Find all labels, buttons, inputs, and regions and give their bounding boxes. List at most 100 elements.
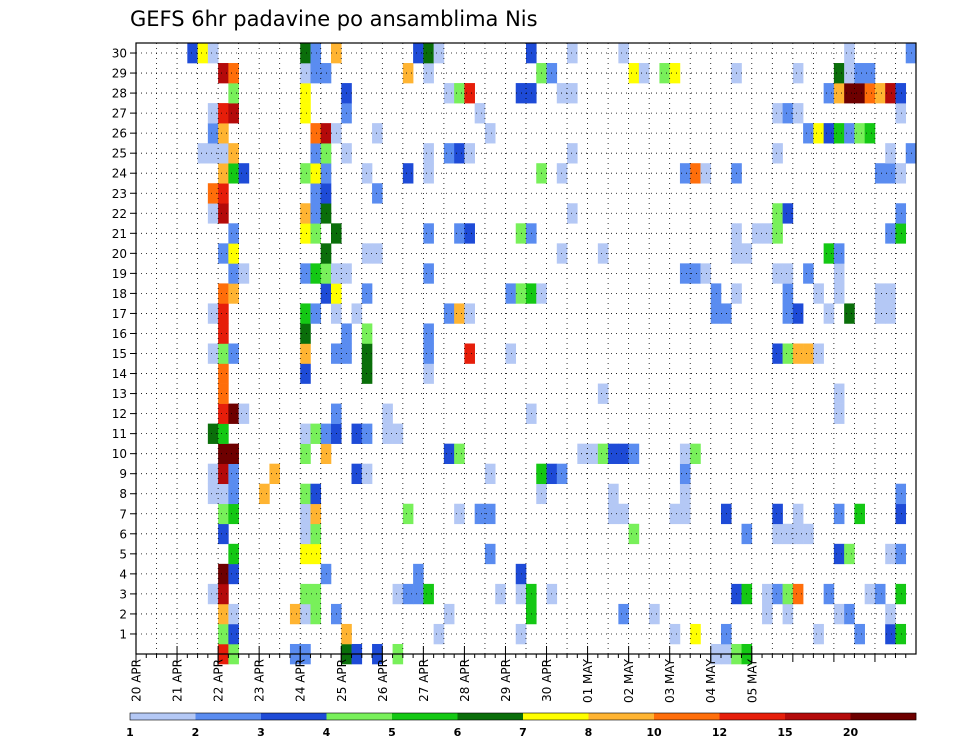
heatmap-cell bbox=[772, 103, 783, 124]
heatmap-cell bbox=[803, 523, 814, 545]
heatmap-cell bbox=[207, 143, 219, 164]
heatmap-cell bbox=[608, 443, 619, 464]
heatmap-cell bbox=[628, 63, 640, 84]
y-tick-label: 17 bbox=[112, 307, 127, 321]
y-tick-label: 23 bbox=[112, 187, 127, 201]
heatmap-cell bbox=[792, 343, 804, 364]
heatmap-cell bbox=[792, 523, 804, 545]
heatmap-cell bbox=[218, 583, 229, 605]
heatmap-cell bbox=[372, 243, 383, 264]
heatmap-cell bbox=[443, 303, 455, 324]
heatmap-cell bbox=[782, 263, 794, 284]
heatmap-cell bbox=[423, 223, 434, 244]
y-tick-label: 8 bbox=[119, 487, 127, 501]
heatmap-cell bbox=[597, 383, 609, 404]
heatmap-cell bbox=[310, 223, 322, 244]
heatmap-cell bbox=[218, 103, 229, 124]
heatmap-cell bbox=[895, 83, 907, 104]
heatmap-cell bbox=[207, 483, 219, 505]
heatmap-cell bbox=[854, 623, 865, 645]
heatmap-cell bbox=[484, 123, 496, 144]
y-tick-label: 4 bbox=[119, 567, 127, 581]
heatmap-cell bbox=[300, 303, 311, 324]
heatmap-cell bbox=[464, 83, 475, 104]
heatmap-cell bbox=[690, 623, 701, 645]
heatmap-cell bbox=[413, 583, 424, 605]
legend-swatch bbox=[457, 713, 524, 720]
x-tick-label: 02 MAY bbox=[622, 658, 636, 703]
heatmap-cell bbox=[310, 423, 322, 444]
heatmap-cell bbox=[300, 263, 311, 284]
heatmap-cell bbox=[782, 583, 794, 605]
heatmap-cell bbox=[310, 303, 322, 324]
x-tick-label: 29 APR bbox=[499, 659, 513, 702]
heatmap-cell bbox=[484, 543, 496, 565]
heatmap-cell bbox=[864, 63, 876, 84]
heatmap-cell bbox=[228, 243, 239, 264]
heatmap-cell bbox=[218, 383, 229, 404]
heatmap-cell bbox=[885, 603, 896, 625]
heatmap-cell bbox=[238, 263, 250, 284]
heatmap-cell bbox=[772, 523, 783, 545]
heatmap-cell bbox=[792, 303, 804, 324]
heatmap-cell bbox=[207, 463, 219, 485]
heatmap-cell bbox=[300, 163, 311, 184]
heatmap-cell bbox=[792, 503, 804, 525]
heatmap-cell bbox=[361, 423, 373, 444]
heatmap-cell bbox=[495, 583, 506, 605]
y-tick-label: 13 bbox=[112, 387, 127, 401]
heatmap-cell bbox=[885, 283, 896, 304]
heatmap-cell bbox=[289, 603, 301, 625]
heatmap-cell bbox=[597, 243, 609, 264]
heatmap-cell bbox=[207, 423, 219, 444]
heatmap-cell bbox=[782, 343, 794, 364]
legend-border bbox=[129, 712, 917, 721]
heatmap-cell bbox=[228, 63, 239, 84]
heatmap-cell bbox=[218, 303, 229, 324]
heatmap-cell bbox=[413, 43, 424, 64]
heatmap-cell bbox=[228, 483, 239, 505]
heatmap-cell bbox=[300, 103, 311, 124]
heatmap-cell bbox=[187, 43, 198, 64]
heatmap-cell bbox=[259, 483, 270, 505]
y-tick-label: 18 bbox=[112, 287, 127, 301]
heatmap-cell bbox=[772, 203, 783, 224]
heatmap-cell bbox=[310, 123, 322, 144]
y-axis: 1234567891011121314151617181920212223242… bbox=[112, 47, 136, 641]
heatmap-cell bbox=[690, 163, 701, 184]
plot-grid bbox=[136, 43, 916, 654]
heatmap-cell bbox=[423, 263, 434, 284]
y-tick-label: 12 bbox=[112, 407, 127, 421]
heatmap-cell bbox=[454, 223, 465, 244]
heatmap-cell bbox=[854, 63, 865, 84]
heatmap-cell bbox=[207, 303, 219, 324]
heatmap-cell bbox=[803, 263, 814, 284]
heatmap-cell bbox=[690, 263, 701, 284]
y-tick-label: 6 bbox=[119, 527, 127, 541]
heatmap-cell bbox=[361, 243, 373, 264]
legend-label: 3 bbox=[257, 726, 265, 739]
heatmap-cell bbox=[679, 163, 691, 184]
heatmap-cell bbox=[310, 183, 322, 204]
heatmap-cell bbox=[885, 143, 896, 164]
x-tick-label: 26 APR bbox=[376, 659, 390, 702]
heatmap-cell bbox=[218, 523, 229, 545]
heatmap-cell bbox=[300, 43, 311, 64]
x-axis: 20 APR 21 APR 22 APR 23 APR 24 APR 25 APR 26 A… bbox=[130, 646, 907, 703]
heatmap-cell bbox=[885, 83, 896, 104]
heatmap-cell bbox=[228, 103, 239, 124]
heatmap-cell bbox=[669, 623, 681, 645]
heatmap-cell bbox=[833, 543, 845, 565]
x-tick-label: 28 APR bbox=[458, 659, 472, 702]
legend-swatch bbox=[195, 713, 262, 720]
heatmap-cell bbox=[300, 443, 311, 464]
heatmap-cell bbox=[567, 83, 578, 104]
heatmap-cell bbox=[300, 543, 311, 565]
heatmap-cell bbox=[300, 603, 311, 625]
heatmap-cell bbox=[402, 583, 414, 605]
y-tick-label: 11 bbox=[112, 427, 127, 441]
heatmap-cell bbox=[310, 483, 322, 505]
heatmap-cell bbox=[895, 223, 907, 244]
y-tick-label: 29 bbox=[112, 67, 127, 81]
